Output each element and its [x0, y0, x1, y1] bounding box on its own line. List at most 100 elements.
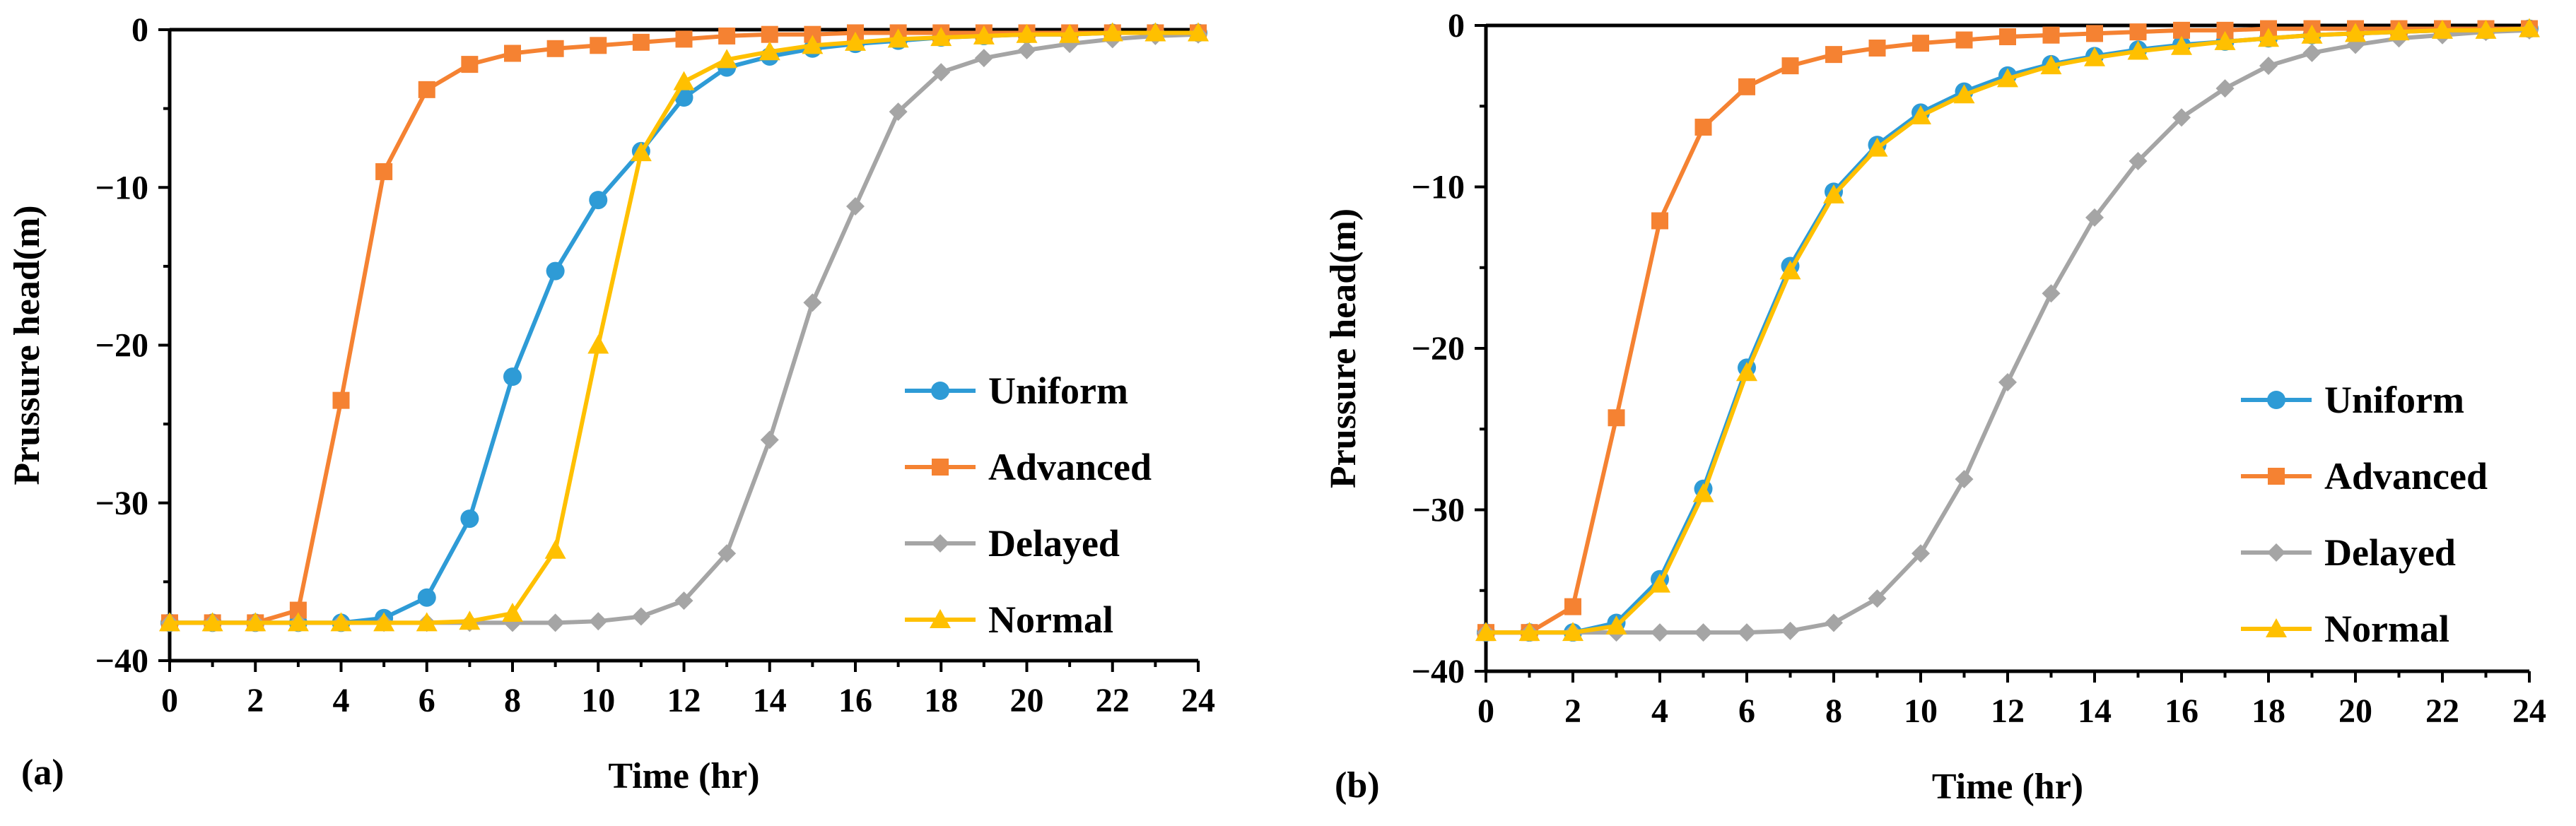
x-tick-label: 24 [2512, 692, 2546, 730]
data-point-normal [1144, 22, 1166, 42]
x-axis-title: Time (hr) [608, 756, 759, 796]
legend-label-uniform: Uniform [988, 370, 1128, 412]
data-point-normal [716, 49, 738, 69]
series-normal [159, 22, 1209, 632]
data-point-normal [1649, 573, 1670, 593]
data-point-delayed [1998, 372, 2017, 391]
series-normal [1475, 18, 2540, 642]
legend-label-delayed: Delayed [988, 522, 1120, 565]
x-tick-label: 22 [2425, 692, 2459, 730]
data-point-delayed [1694, 623, 1713, 642]
y-tick-label: 0 [131, 11, 148, 49]
x-tick-label: 10 [1904, 692, 1938, 730]
x-tick-label: 22 [1096, 682, 1130, 719]
data-point-delayed [2215, 79, 2235, 98]
data-point-delayed [589, 612, 608, 631]
data-point-normal [502, 603, 523, 623]
x-tick-label: 14 [2078, 692, 2112, 730]
data-point-normal [2084, 47, 2105, 66]
legend-marker-delayed [931, 534, 949, 553]
legend-marker-advanced [2268, 468, 2285, 485]
chart-panel-a: 0 2 4 6 8 10 12 14 16 18 20 22 240−10−20−30−40Unifor… [7, 11, 1215, 796]
data-point-normal [2214, 30, 2236, 50]
data-point-normal [2171, 35, 2192, 55]
y-axis-title: Prussure head(m) [7, 205, 47, 485]
data-point-normal [1605, 615, 1627, 635]
legend-marker-normal [2266, 618, 2287, 637]
x-tick-label: 6 [1738, 692, 1755, 730]
legend-marker-uniform [2267, 391, 2285, 409]
data-point-normal [330, 612, 352, 632]
data-point-advanced [1738, 78, 1755, 95]
panel-label: (a) [21, 753, 64, 793]
data-point-normal [802, 35, 824, 54]
data-point-normal [1475, 622, 1497, 642]
x-tick-label: 2 [247, 682, 264, 719]
x-tick-label: 14 [753, 682, 787, 719]
data-point-normal [459, 610, 481, 630]
data-point-normal [630, 142, 652, 162]
data-point-uniform [589, 191, 608, 210]
x-tick-label: 0 [161, 682, 178, 719]
y-axis-title: Prussure head(m) [1323, 208, 1364, 488]
data-point-delayed [2085, 208, 2104, 227]
data-point-advanced [1912, 35, 1929, 52]
data-point-uniform [546, 261, 565, 281]
x-tick-label: 16 [838, 682, 872, 719]
y-tick-label: −10 [95, 169, 148, 206]
legend-label-advanced: Advanced [2324, 455, 2488, 497]
data-point-delayed [631, 607, 650, 626]
data-point-advanced [546, 40, 564, 57]
x-tick-label: 10 [581, 682, 615, 719]
data-point-delayed [1825, 613, 1843, 632]
legend-label-advanced: Advanced [988, 446, 1152, 488]
data-point-normal [1910, 105, 1931, 124]
data-point-delayed [1868, 589, 1887, 608]
data-point-advanced [2086, 25, 2103, 42]
data-point-advanced [1564, 598, 1581, 615]
legend-marker-uniform [931, 382, 949, 400]
data-point-normal [1997, 68, 2018, 88]
legend-marker-normal [930, 609, 951, 628]
data-point-uniform [503, 367, 522, 387]
data-point-advanced [718, 27, 736, 45]
data-point-normal [759, 41, 780, 61]
data-point-normal [1188, 22, 1209, 42]
data-point-advanced [504, 45, 521, 62]
data-point-advanced [1608, 409, 1625, 427]
data-point-delayed [2172, 108, 2191, 127]
data-point-delayed [1781, 621, 1800, 640]
data-point-advanced [1825, 46, 1842, 64]
data-point-normal [159, 612, 180, 632]
data-point-normal [287, 612, 309, 632]
legend: Uniform Advanced Delayed Normal [2241, 379, 2488, 650]
data-point-normal [973, 25, 995, 45]
data-point-normal [201, 612, 223, 632]
data-point-delayed [1738, 623, 1756, 642]
panel-label: (b) [1335, 765, 1380, 806]
data-point-advanced [1781, 57, 1799, 75]
data-point-delayed [1017, 41, 1036, 60]
data-point-normal [1779, 260, 1801, 280]
x-tick-label: 20 [2338, 692, 2372, 730]
y-tick-label: −30 [95, 485, 148, 522]
data-point-advanced [1651, 212, 1668, 230]
data-point-delayed [760, 430, 779, 449]
data-point-normal [245, 612, 267, 632]
y-tick-label: −10 [1412, 169, 1465, 206]
data-point-advanced [2129, 23, 2147, 41]
data-point-delayed [932, 63, 951, 82]
y-tick-label: −20 [95, 327, 148, 365]
data-point-advanced [675, 30, 693, 48]
data-point-normal [2475, 19, 2497, 39]
x-tick-label: 20 [1010, 682, 1044, 719]
y-tick-label: 0 [1448, 7, 1465, 45]
data-point-advanced [590, 37, 607, 54]
x-tick-label: 18 [924, 682, 958, 719]
y-tick-label: −40 [95, 642, 148, 680]
x-tick-label: 2 [1564, 692, 1581, 730]
data-point-advanced [2042, 26, 2060, 44]
data-point-advanced [461, 56, 479, 73]
data-point-delayed [718, 544, 737, 563]
